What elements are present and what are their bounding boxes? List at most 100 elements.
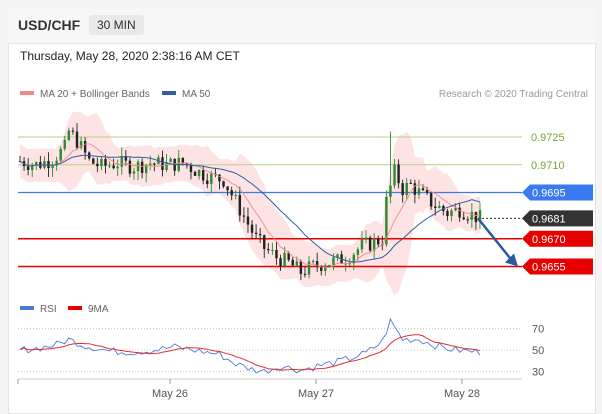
timeframe-badge[interactable]: 30 MIN bbox=[89, 15, 144, 35]
rsi-ma-line bbox=[19, 334, 481, 371]
projection-arrow-head bbox=[505, 253, 518, 267]
candle-body bbox=[230, 190, 233, 196]
legend-rsi-swatch bbox=[20, 306, 34, 310]
candle-body bbox=[279, 258, 282, 267]
candle-body bbox=[438, 206, 441, 209]
candle-body bbox=[26, 166, 30, 170]
candle-body bbox=[59, 148, 62, 161]
candle-body bbox=[263, 235, 266, 249]
candle-body bbox=[222, 181, 225, 187]
candle-body bbox=[161, 157, 164, 171]
legend-9ma: 9MA bbox=[88, 304, 109, 315]
x-tick-label: May 26 bbox=[152, 388, 188, 400]
candle-body bbox=[324, 266, 327, 271]
candle-body bbox=[454, 207, 457, 211]
candle-body bbox=[287, 252, 290, 260]
candle-body bbox=[405, 182, 408, 196]
candle-body bbox=[79, 141, 83, 148]
candle-body bbox=[401, 183, 404, 196]
level-label: 0.9710 bbox=[531, 160, 565, 172]
candle-body bbox=[92, 158, 95, 164]
candle-body bbox=[458, 207, 461, 218]
x-tick-label: May 27 bbox=[298, 388, 334, 400]
candle-body bbox=[413, 183, 417, 195]
candle-body bbox=[100, 159, 103, 167]
candle-body bbox=[315, 261, 319, 267]
rsi-tick-label: 30 bbox=[532, 366, 544, 378]
candle-body bbox=[478, 210, 482, 223]
candle-body bbox=[201, 170, 205, 181]
candle-body bbox=[128, 160, 132, 174]
ma50-line bbox=[19, 154, 481, 263]
candle-body bbox=[409, 182, 413, 184]
ma20-line bbox=[19, 143, 481, 269]
candle-body bbox=[193, 172, 197, 176]
timestamp-label: Thursday, May 28, 2020 2:38:16 AM CET bbox=[20, 49, 240, 63]
candle-body bbox=[356, 249, 360, 255]
candle-body bbox=[372, 238, 376, 251]
candle-body bbox=[181, 157, 185, 163]
candle-body bbox=[124, 156, 128, 161]
candle-body bbox=[295, 261, 299, 266]
candle-body bbox=[96, 163, 99, 167]
candle-body bbox=[328, 265, 331, 267]
candle-body bbox=[116, 166, 119, 169]
candle-body bbox=[425, 190, 429, 193]
level-label: 0.9695 bbox=[532, 188, 566, 200]
candle-body bbox=[283, 252, 286, 267]
candle-body bbox=[149, 163, 152, 165]
candle-body bbox=[466, 219, 470, 221]
candle-body bbox=[311, 261, 315, 263]
candle-body bbox=[71, 130, 75, 132]
candle-body bbox=[429, 192, 433, 207]
candle-body bbox=[30, 165, 34, 170]
chart-header: USD/CHF 30 MIN bbox=[8, 8, 596, 44]
candle-body bbox=[299, 261, 303, 274]
legend-9ma-swatch bbox=[68, 306, 82, 310]
candle-body bbox=[153, 163, 156, 165]
candle-body bbox=[132, 171, 136, 174]
legend-bollinger-swatch bbox=[20, 91, 34, 95]
candle-body bbox=[55, 160, 58, 166]
candle-body bbox=[368, 237, 372, 251]
candle-body bbox=[112, 165, 115, 169]
candle-body bbox=[258, 233, 262, 236]
level-label: 0.9670 bbox=[532, 234, 566, 246]
projection-arrow-shaft bbox=[477, 217, 513, 262]
legend-rsi: RSI bbox=[40, 304, 57, 315]
candle-body bbox=[271, 249, 274, 251]
candle-body bbox=[336, 254, 339, 258]
level-label-bg bbox=[522, 258, 593, 275]
chart-card bbox=[8, 8, 596, 414]
level-label-bg bbox=[522, 210, 593, 227]
candle-body bbox=[238, 194, 242, 216]
candle-body bbox=[234, 194, 237, 196]
candle-body bbox=[417, 188, 421, 195]
level-label: 0.9655 bbox=[532, 262, 566, 274]
rsi-tick-label: 70 bbox=[532, 324, 544, 336]
candle-body bbox=[267, 248, 270, 251]
candle-body bbox=[462, 217, 465, 220]
candle-body bbox=[446, 211, 449, 217]
candle-body bbox=[144, 164, 148, 173]
candle-body bbox=[332, 257, 335, 266]
candle-body bbox=[47, 160, 50, 169]
candle-body bbox=[140, 161, 144, 173]
x-tick-label: May 28 bbox=[444, 388, 480, 400]
level-label-bg bbox=[522, 184, 593, 201]
candle-body bbox=[474, 211, 478, 223]
candle-body bbox=[389, 185, 392, 197]
candle-body bbox=[393, 164, 396, 186]
candle-body bbox=[450, 210, 453, 217]
candle-body bbox=[254, 232, 258, 234]
candle-body bbox=[385, 196, 388, 245]
candle-body bbox=[75, 131, 79, 148]
candle-body bbox=[320, 266, 323, 271]
rsi-line bbox=[19, 317, 481, 374]
candle-body bbox=[210, 173, 213, 185]
candle-body bbox=[218, 174, 221, 182]
candle-body bbox=[364, 237, 368, 240]
candle-body bbox=[35, 162, 38, 166]
candle-body bbox=[307, 261, 311, 275]
